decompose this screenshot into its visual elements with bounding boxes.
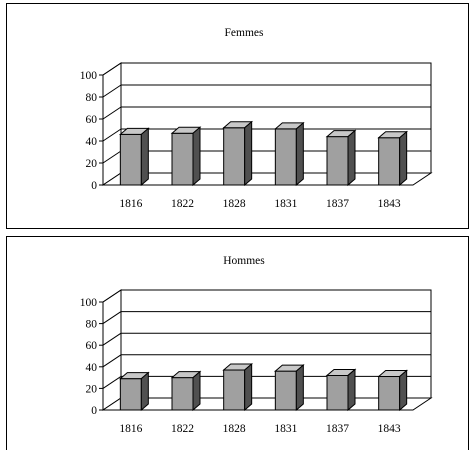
y-tick-label: 20 — [86, 158, 98, 170]
bar-side — [347, 368, 356, 412]
bar-side — [244, 362, 253, 412]
bar-front — [274, 128, 297, 186]
y-tick-label: 60 — [86, 340, 98, 352]
y-tick-label: 0 — [91, 180, 97, 192]
bar-front — [119, 133, 142, 186]
y-tick-label: 80 — [86, 92, 98, 104]
y-tick-label: 20 — [86, 383, 98, 395]
gridline-side — [102, 128, 122, 142]
bar-side — [399, 130, 408, 187]
bar-front — [326, 136, 349, 186]
x-tick-label: 1843 — [378, 198, 401, 210]
x-tick-label: 1816 — [119, 423, 142, 435]
gridline-side — [102, 106, 122, 120]
bar-1816 — [118, 127, 150, 187]
bar-side — [140, 371, 149, 412]
y-tick-label: 40 — [86, 362, 98, 374]
gridline-side — [102, 332, 122, 346]
bar-1831 — [273, 364, 305, 412]
bar-1828 — [222, 362, 254, 412]
bar-1843 — [377, 369, 409, 412]
bar-front — [171, 132, 194, 186]
y-tick-label: 0 — [91, 405, 97, 417]
x-tick-label: 1837 — [326, 423, 349, 435]
gridline-side — [102, 84, 122, 98]
bar-side — [192, 126, 201, 187]
bar-side — [347, 129, 356, 187]
bar-1831 — [273, 121, 305, 187]
gridline-side — [102, 375, 122, 389]
y-tick-label: 80 — [86, 319, 98, 331]
x-tick-label: 1828 — [223, 198, 246, 210]
bar-front — [223, 127, 246, 186]
chart-panel-femmes: Femmes 0 20 40 60 80 100 1816 1822 1828 1831 1837 18… — [6, 3, 469, 229]
y-tick-label: 100 — [80, 70, 98, 82]
bar-front — [326, 374, 349, 411]
bar-1822 — [170, 370, 202, 412]
bar-front — [119, 378, 142, 411]
x-tick-label: 1831 — [274, 198, 297, 210]
chart-femmes: Femmes 0 20 40 60 80 100 1816 1822 1828 1831 1837 18… — [80, 27, 433, 210]
gridline-side — [102, 354, 122, 368]
y-tick-label: 40 — [86, 136, 98, 148]
bar-front — [223, 369, 246, 411]
chart-title: Hommes — [223, 255, 265, 267]
bar-1843 — [377, 130, 409, 187]
chart-panel-hommes: Hommes 0 20 40 60 80 100 1816 1822 1828 1831 1837 18… — [6, 236, 469, 450]
bar-side — [140, 127, 149, 187]
x-tick-label: 1843 — [378, 423, 401, 435]
gridline-side — [102, 311, 122, 325]
bar-1837 — [325, 129, 357, 187]
bar-front — [378, 376, 401, 411]
bar-front — [171, 377, 194, 411]
bar-side — [295, 121, 304, 187]
bar-side — [244, 120, 253, 187]
x-tick-label: 1816 — [119, 198, 142, 210]
x-tick-label: 1822 — [171, 198, 194, 210]
gridline-side — [102, 150, 122, 164]
chart-hommes: Hommes 0 20 40 60 80 100 1816 1822 1828 1831 1837 18… — [80, 255, 433, 435]
x-tick-label: 1822 — [171, 423, 194, 435]
x-tick-label: 1837 — [326, 198, 349, 210]
bar-1816 — [118, 371, 150, 412]
gridline-side — [102, 62, 122, 76]
bar-front — [378, 137, 401, 186]
y-tick-label: 60 — [86, 114, 98, 126]
x-tick-label: 1828 — [223, 423, 246, 435]
gridline-side — [102, 289, 122, 303]
bar-side — [192, 370, 201, 412]
bar-1822 — [170, 126, 202, 187]
bar-side — [295, 364, 304, 412]
bar-1837 — [325, 368, 357, 412]
chart-title: Femmes — [225, 27, 264, 39]
bar-side — [399, 369, 408, 412]
side-wall — [102, 289, 122, 411]
bar-1828 — [222, 120, 254, 187]
side-wall — [102, 62, 122, 186]
bar-front — [274, 370, 297, 411]
y-tick-label: 100 — [80, 297, 98, 309]
x-tick-label: 1831 — [274, 423, 297, 435]
